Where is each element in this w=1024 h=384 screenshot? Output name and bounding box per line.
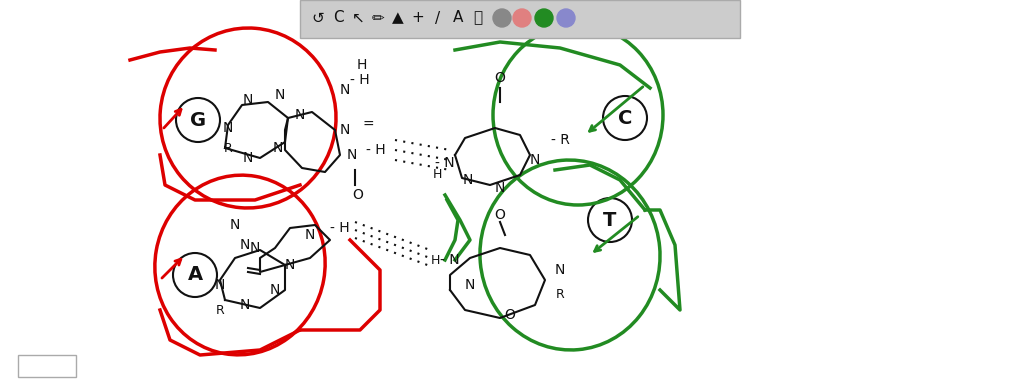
Text: N: N [250, 241, 260, 255]
Text: ↺: ↺ [311, 10, 325, 25]
Text: - H: - H [330, 221, 350, 235]
Text: - R: - R [551, 133, 569, 147]
Text: N: N [272, 141, 284, 155]
Text: T: T [603, 210, 616, 230]
Text: G: G [189, 111, 206, 129]
Text: N: N [269, 283, 281, 297]
Text: ▲: ▲ [392, 10, 403, 25]
Text: N: N [295, 108, 305, 122]
Text: A: A [453, 10, 463, 25]
Text: C: C [333, 10, 343, 25]
Text: N: N [285, 258, 295, 272]
Text: C: C [617, 109, 632, 127]
Text: R: R [556, 288, 564, 301]
Text: R: R [216, 303, 224, 316]
Text: =: = [362, 118, 374, 132]
Text: N: N [495, 181, 505, 195]
Text: N: N [243, 151, 253, 165]
Text: N: N [529, 153, 541, 167]
Circle shape [535, 9, 553, 27]
Text: ↖: ↖ [351, 10, 365, 25]
Circle shape [513, 9, 531, 27]
Text: N: N [347, 148, 357, 162]
Text: - H: - H [350, 73, 370, 87]
Text: N: N [240, 238, 250, 252]
Text: N: N [243, 93, 253, 107]
Text: N: N [215, 278, 225, 292]
Text: - N: - N [435, 156, 455, 170]
Bar [18, 355, 76, 377]
Text: 🖼: 🖼 [473, 10, 482, 25]
Text: N: N [223, 121, 233, 135]
Text: R: R [223, 141, 232, 154]
Text: - N: - N [440, 253, 460, 267]
Text: N: N [340, 123, 350, 137]
Text: N: N [463, 173, 473, 187]
Text: A: A [187, 265, 203, 285]
Text: H: H [432, 169, 441, 182]
Text: N: N [274, 88, 286, 102]
Text: N: N [229, 218, 241, 232]
Text: N: N [555, 263, 565, 277]
Text: N: N [240, 298, 250, 312]
Bar [300, 0, 740, 38]
Text: - H: - H [367, 143, 386, 157]
Text: O: O [495, 71, 506, 85]
Text: O: O [505, 308, 515, 322]
Text: ✏: ✏ [372, 10, 384, 25]
Circle shape [557, 9, 575, 27]
Text: /: / [435, 10, 440, 25]
Text: N: N [305, 228, 315, 242]
Text: H: H [430, 253, 439, 266]
Text: H: H [356, 58, 368, 72]
Circle shape [493, 9, 511, 27]
Text: O: O [352, 188, 364, 202]
Text: O: O [495, 208, 506, 222]
Text: N: N [465, 278, 475, 292]
Text: N: N [340, 83, 350, 97]
Text: +: + [412, 10, 424, 25]
